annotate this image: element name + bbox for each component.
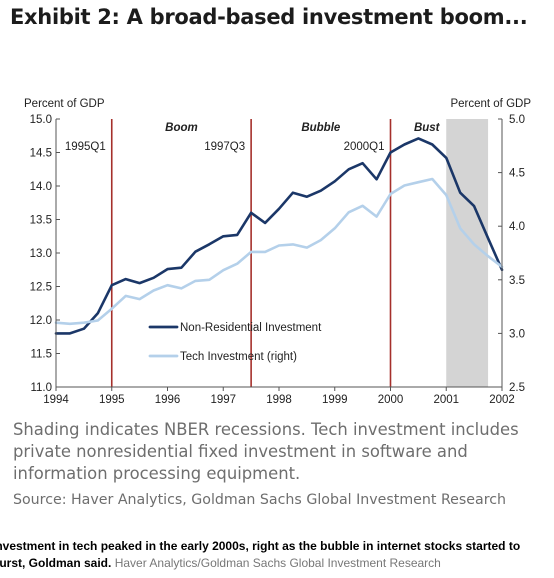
investment-chart: 1995Q1 1997Q3 2000Q1 Boom Bubble Bust 11.0 11.5… <box>24 98 531 406</box>
axes-layer <box>55 119 503 388</box>
left-tick-label: 13.5 <box>30 215 52 227</box>
tick-marks-layer <box>55 118 503 391</box>
x-tick-label: 1995 <box>99 394 125 406</box>
chart-note: Shading indicates NBER recessions. Tech … <box>13 420 519 483</box>
right-tick-label: 3.0 <box>509 328 525 340</box>
right-tick-label: 5.0 <box>509 114 525 126</box>
marker-label: 2000Q1 <box>344 141 385 153</box>
x-tick-label: 1994 <box>43 394 69 406</box>
x-tick-label: 2000 <box>378 394 404 406</box>
period-label: Boom <box>165 122 198 134</box>
tech-investment-line <box>54 177 504 326</box>
period-label: Bust <box>414 122 441 134</box>
period-label: Bubble <box>301 122 341 134</box>
caption-credit: Haver Analytics/Goldman Sachs Global Inv… <box>114 556 441 570</box>
left-tick-label: 12.0 <box>30 315 52 327</box>
page-title: Exhibit 2: A broad-based investment boom… <box>10 5 528 29</box>
left-tick-label: 11.5 <box>30 349 52 361</box>
legend: Non-Residential Investment Tech Investmen… <box>148 322 322 363</box>
x-tick-label: 1999 <box>322 394 348 406</box>
nonres-investment-line <box>54 137 504 335</box>
x-tick-label: 1998 <box>266 394 292 406</box>
right-tick-label: 2.5 <box>509 382 525 394</box>
left-tick-label: 15.0 <box>30 114 52 126</box>
legend-label-tech: Tech Investment (right) <box>180 351 297 363</box>
marker-label: 1997Q3 <box>204 141 245 153</box>
x-tick-label: 2001 <box>433 394 459 406</box>
x-tick-label: 1997 <box>210 394 236 406</box>
legend-label-nonres: Non-Residential Investment <box>180 322 322 334</box>
left-tick-label: 13.0 <box>30 248 52 260</box>
right-tick-label: 3.5 <box>509 275 525 287</box>
left-tick-label: 14.5 <box>30 148 52 160</box>
right-axis-title: Percent of GDP <box>450 98 531 110</box>
left-tick-label: 12.5 <box>30 282 52 294</box>
article-caption: Investment in tech peaked in the early 2… <box>0 538 552 572</box>
x-tick-label: 1996 <box>155 394 181 406</box>
right-tick-label: 4.5 <box>509 168 525 180</box>
caption-text: Investment in tech peaked in the early 2… <box>0 539 521 570</box>
left-tick-label: 11.0 <box>30 382 52 394</box>
recession-shading-layer <box>446 119 489 387</box>
right-tick-label: 4.0 <box>509 221 525 233</box>
left-tick-label: 14.0 <box>30 181 52 193</box>
x-tick-label: 2002 <box>489 394 515 406</box>
left-axis-title: Percent of GDP <box>24 98 105 110</box>
series-layer <box>54 137 504 335</box>
marker-label: 1995Q1 <box>65 141 106 153</box>
labels-layer: 1995Q1 1997Q3 2000Q1 Boom Bubble Bust 11.0 11.5… <box>24 98 531 406</box>
recession-shade <box>446 119 489 387</box>
chart-source: Source: Haver Analytics, Goldman Sachs G… <box>13 492 507 508</box>
